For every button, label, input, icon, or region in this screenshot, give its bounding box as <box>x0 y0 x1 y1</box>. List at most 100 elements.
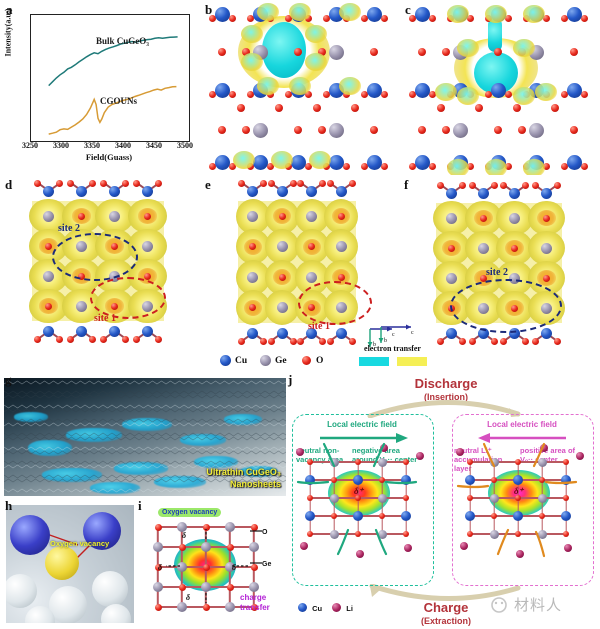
atom-o <box>355 495 361 501</box>
bond <box>382 515 406 517</box>
atom-o <box>319 337 327 345</box>
atom-o <box>278 273 286 281</box>
bond <box>334 461 358 463</box>
panel-label-g: g <box>5 372 12 387</box>
bond <box>334 479 358 481</box>
atom-cu <box>305 511 315 521</box>
atom-o <box>260 337 268 345</box>
discharge-subtitle: (Insertion) <box>424 392 468 402</box>
atom-o <box>560 14 568 22</box>
atom-o <box>490 337 498 345</box>
y-axis-label: Intensity(a.u.) <box>3 8 13 57</box>
panel-g-caption: Ultrathin CuGeO₃ Nanosheets <box>206 466 281 490</box>
atom-cu <box>540 187 552 199</box>
atom-o <box>580 14 588 22</box>
atom-o <box>56 179 63 187</box>
charge-lobe <box>339 77 361 95</box>
atom-o <box>560 162 568 170</box>
svg-text:b: b <box>384 338 387 344</box>
watermark-text: 材料人 <box>514 596 563 614</box>
atom-o <box>226 543 234 551</box>
legend-ge-icon <box>260 355 271 366</box>
atom-cu <box>414 154 430 170</box>
discharge-state-box <box>292 414 434 586</box>
atom-cu <box>401 511 411 521</box>
atom-o <box>34 335 41 343</box>
bond <box>358 479 382 481</box>
bond <box>494 515 518 517</box>
left-field-arrow <box>320 433 408 443</box>
atom-o <box>218 126 226 134</box>
atom-o <box>408 14 416 22</box>
atom-o <box>67 179 74 187</box>
atom-ge <box>276 241 288 253</box>
atom-ge <box>225 522 235 532</box>
right-cap-line1: neutral Li⁺ <box>454 446 492 455</box>
atom-o <box>284 14 292 22</box>
atom-o <box>379 513 385 519</box>
bond <box>310 479 334 481</box>
legend-cu-label: Cu <box>235 356 248 366</box>
panel-label-e: e <box>205 177 211 192</box>
charge-lobe <box>485 159 507 175</box>
bond <box>358 461 382 463</box>
nanosheet-flake <box>66 428 122 442</box>
atom-o <box>100 335 107 343</box>
bond <box>182 546 206 548</box>
atom-cu <box>366 6 382 22</box>
charge-transfer-line1: charge <box>240 593 267 602</box>
atom-o <box>154 563 162 571</box>
atom-o <box>250 603 258 611</box>
nanosheet-flake <box>90 482 140 494</box>
atom-o <box>297 179 305 187</box>
charge-lobe <box>241 25 263 43</box>
bond <box>470 533 494 535</box>
site-2-label-d: site 2 <box>58 223 80 234</box>
atom-o <box>515 531 521 537</box>
bond <box>494 497 518 499</box>
atom-o <box>408 162 416 170</box>
atom-o <box>307 459 313 465</box>
bond <box>518 479 542 481</box>
atom-ge <box>43 270 54 282</box>
nanosheet-flake <box>194 456 238 468</box>
atom-ge <box>177 562 187 572</box>
atom-o <box>403 459 409 465</box>
atom-o <box>250 563 258 571</box>
atom-o <box>522 181 530 189</box>
bond <box>382 479 406 481</box>
atom-cu <box>566 154 582 170</box>
atom-ge <box>328 44 344 60</box>
panel-j-lithiation-mechanism: Discharge (Insertion) Charge (Extraction… <box>288 378 600 629</box>
atom-ge <box>489 529 499 539</box>
atom-li <box>300 542 308 550</box>
charge-lobe <box>447 5 469 23</box>
svg-text:c: c <box>411 330 414 336</box>
atom-ge <box>142 240 153 252</box>
atom-cu <box>109 325 120 337</box>
atom-cu <box>465 475 475 485</box>
panel-i-oxygen-vacancy-label: Oxygen vacancy <box>158 508 222 517</box>
charge-lobe <box>257 77 279 95</box>
atom-cu <box>477 187 489 199</box>
atom-o <box>551 104 559 112</box>
charge-lobe <box>485 5 507 23</box>
atom-o <box>67 335 74 343</box>
x-axis-label: Field(Guass) <box>85 152 133 162</box>
atom-o <box>513 104 521 112</box>
atom-o <box>531 181 539 189</box>
atom-o <box>284 90 292 98</box>
left-caption-a: neutral non- vacancy area <box>296 446 354 464</box>
atom-o <box>539 477 545 483</box>
atom-o <box>355 531 361 537</box>
atom-cu <box>214 154 230 170</box>
atom-li <box>460 542 468 550</box>
atom-o <box>355 459 361 465</box>
atom-o <box>522 337 530 345</box>
bond <box>230 566 254 568</box>
lattice-i <box>136 505 286 623</box>
atom-li <box>296 448 304 456</box>
site-2-marker-f <box>450 279 562 333</box>
atom-o <box>45 242 52 250</box>
atom-o <box>475 104 483 112</box>
